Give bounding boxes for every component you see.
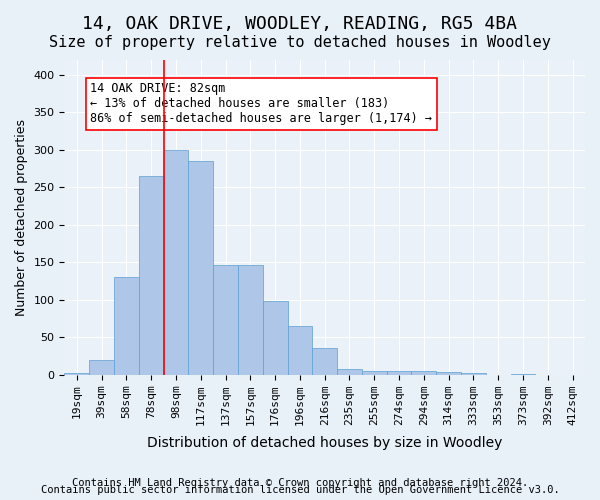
Bar — [89, 360, 114, 374]
Text: Size of property relative to detached houses in Woodley: Size of property relative to detached ho… — [49, 35, 551, 50]
Text: 14 OAK DRIVE: 82sqm
← 13% of detached houses are smaller (183)
86% of semi-detac: 14 OAK DRIVE: 82sqm ← 13% of detached ho… — [91, 82, 433, 126]
Bar — [436, 372, 461, 374]
Bar — [213, 264, 238, 374]
Bar — [114, 278, 139, 374]
Bar — [386, 371, 412, 374]
Bar — [287, 326, 313, 374]
Bar — [188, 161, 213, 374]
Bar — [64, 373, 89, 374]
Bar — [139, 176, 164, 374]
Y-axis label: Number of detached properties: Number of detached properties — [15, 119, 28, 316]
Bar — [337, 368, 362, 374]
Text: Contains HM Land Registry data © Crown copyright and database right 2024.: Contains HM Land Registry data © Crown c… — [72, 478, 528, 488]
Text: 14, OAK DRIVE, WOODLEY, READING, RG5 4BA: 14, OAK DRIVE, WOODLEY, READING, RG5 4BA — [83, 15, 517, 33]
Bar — [362, 371, 386, 374]
Bar — [461, 373, 486, 374]
Bar — [263, 301, 287, 374]
Bar — [412, 371, 436, 374]
Bar — [164, 150, 188, 374]
X-axis label: Distribution of detached houses by size in Woodley: Distribution of detached houses by size … — [147, 436, 502, 450]
Bar — [238, 264, 263, 374]
Text: Contains public sector information licensed under the Open Government Licence v3: Contains public sector information licen… — [41, 485, 559, 495]
Bar — [313, 348, 337, 374]
